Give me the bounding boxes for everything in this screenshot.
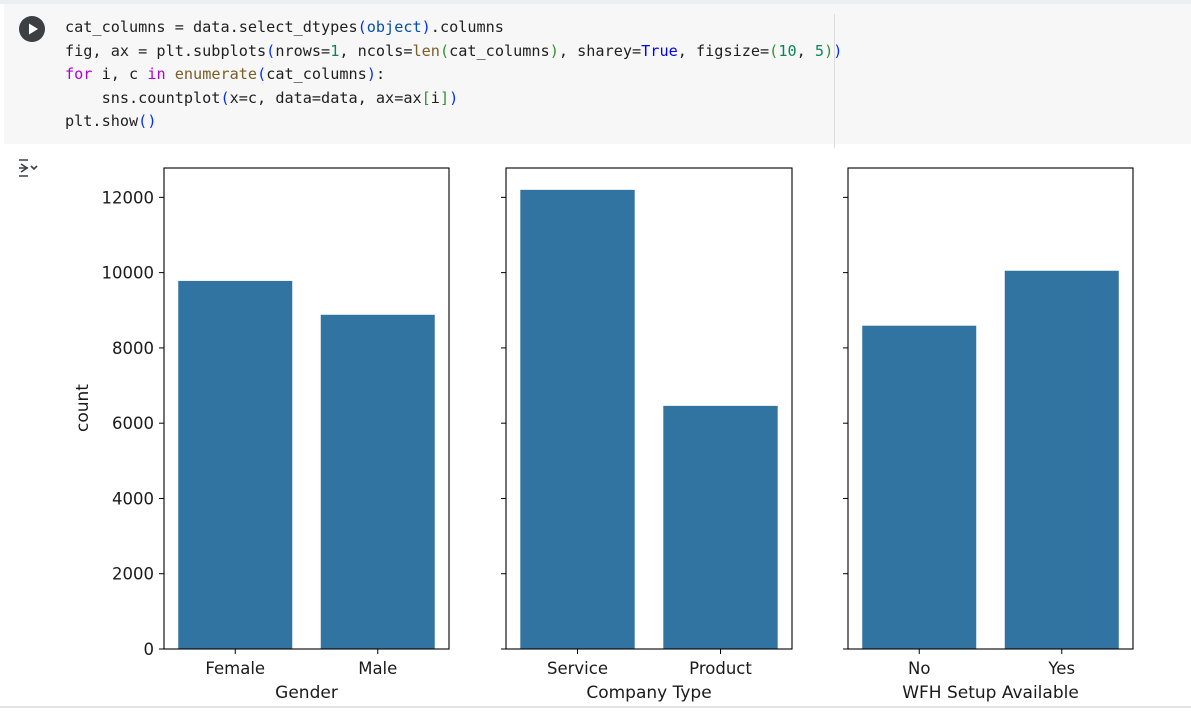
code-cell[interactable]: cat_columns = data.select_dtypes(object)… [4, 4, 1191, 148]
code-editor[interactable]: cat_columns = data.select_dtypes(object)… [65, 16, 842, 134]
bar-male [320, 314, 435, 649]
collapse-output-icon [19, 159, 38, 177]
code-line-1: cat_columns = data.select_dtypes(object)… [65, 18, 504, 36]
bar-yes [1004, 270, 1119, 649]
code-line-2: fig, ax = plt.subplots(nrows=1, ncols=le… [65, 41, 843, 60]
x-axis-label: WFH Setup Available [902, 683, 1079, 703]
code-line-4: sns.countplot(x=c, data=data, ax=ax[i]) [65, 88, 459, 107]
editor-ruler [834, 14, 835, 148]
x-axis-label: Gender [275, 683, 338, 703]
bar-no [862, 325, 977, 649]
x-tick-label: Service [547, 659, 608, 678]
y-tick-label: 6000 [112, 414, 154, 433]
y-tick-label: 8000 [112, 339, 154, 358]
y-tick-label: 10000 [102, 264, 155, 283]
y-tick-label: 2000 [112, 565, 154, 584]
x-tick-label: No [908, 659, 930, 678]
bar-product [663, 405, 778, 649]
y-axis-label: count [73, 384, 93, 432]
y-tick-label: 4000 [112, 489, 154, 508]
y-tick-label: 12000 [102, 188, 155, 207]
run-cell-button[interactable] [19, 16, 45, 42]
bar-service [520, 189, 635, 650]
code-line-5: plt.show() [65, 112, 157, 131]
axes-frame [847, 167, 1134, 650]
x-tick-label: Female [205, 659, 265, 678]
y-tick-label: 0 [144, 640, 155, 659]
output-toggle-button[interactable] [16, 156, 42, 180]
x-tick-label: Male [358, 659, 397, 678]
bar-female [178, 280, 293, 649]
output-bottom-border [0, 706, 1191, 708]
x-tick-label: Yes [1047, 659, 1075, 678]
axes-frame [505, 167, 793, 650]
code-line-3: for i, c in enumerate(cat_columns): [65, 65, 386, 84]
notebook-top-border [0, 0, 1191, 4]
x-axis-label: Company Type [586, 683, 711, 703]
x-tick-label: Product [689, 659, 752, 678]
axes-frame [163, 167, 450, 650]
play-icon [29, 23, 38, 35]
